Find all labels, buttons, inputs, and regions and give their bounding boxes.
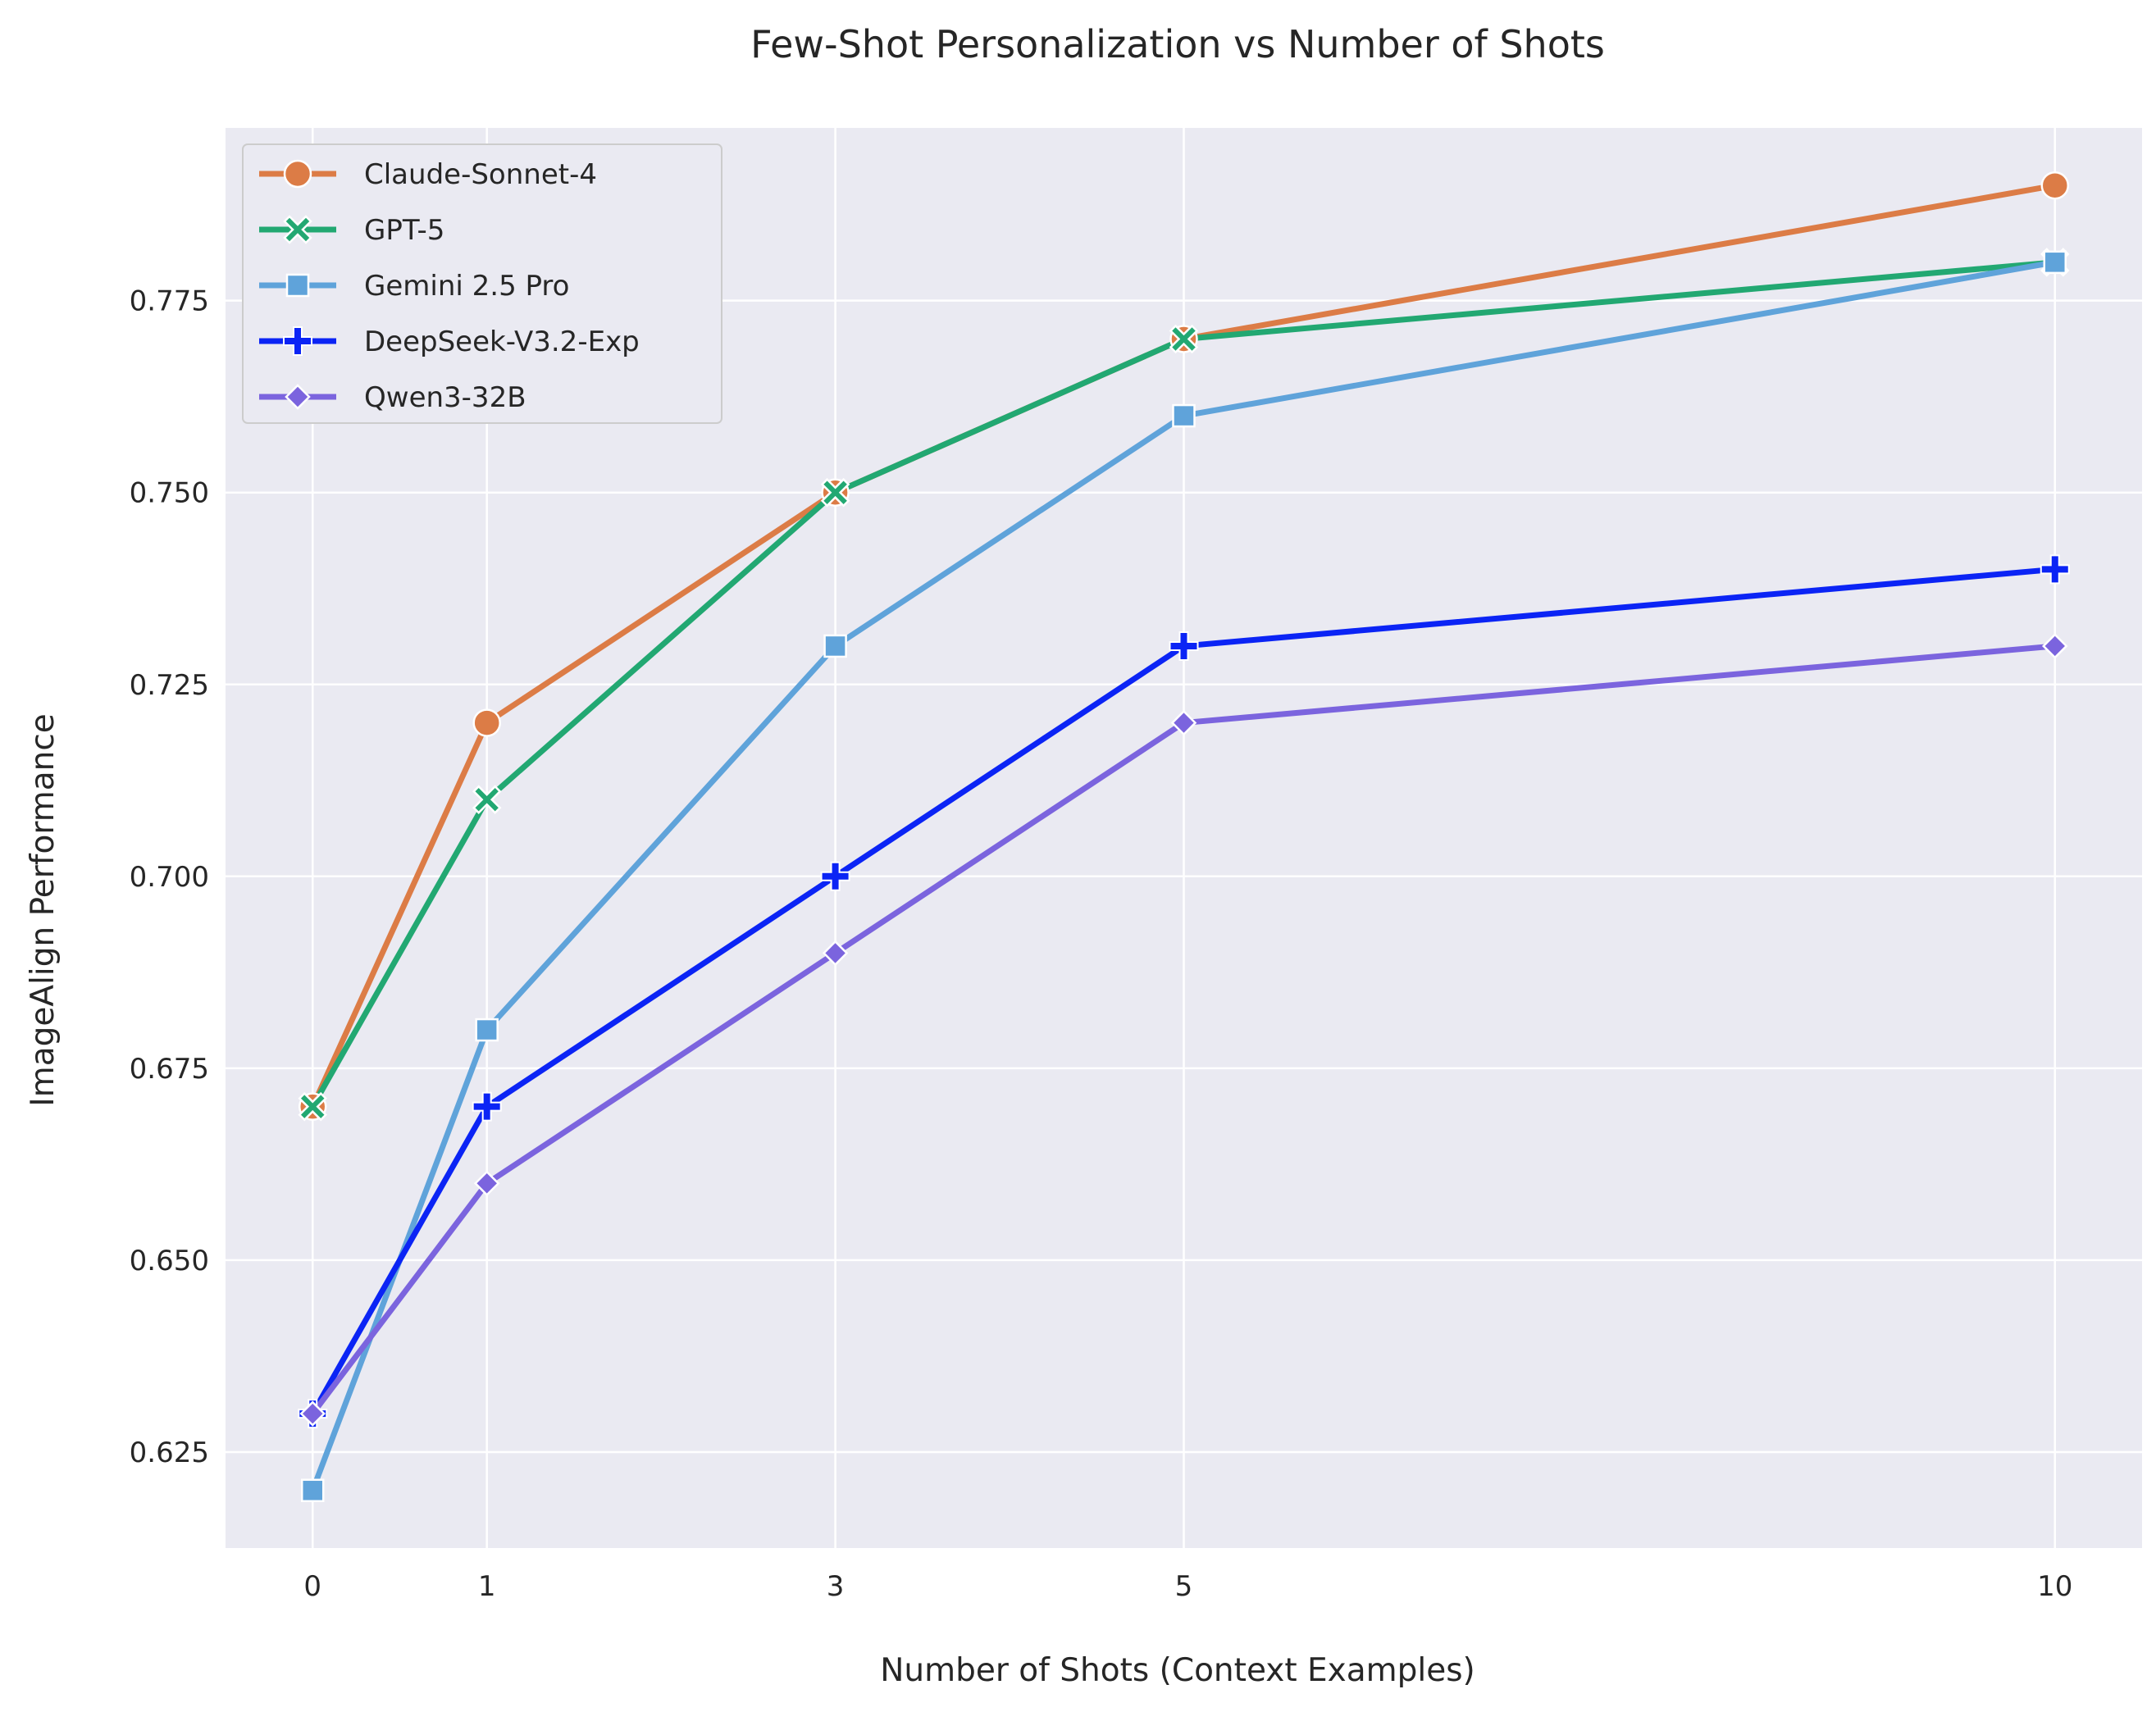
marker-diamond: [299, 1400, 326, 1427]
legend-item: Qwen3-32B: [259, 381, 526, 414]
legend: Claude-Sonnet-4 GPT-5 Gemini 2.5 Pro DeepSe…: [242, 143, 722, 424]
marker-circle: [283, 159, 312, 189]
marker-plus: [472, 1091, 502, 1122]
marker-plus: [2040, 554, 2070, 585]
legend-item: Claude-Sonnet-4: [259, 158, 597, 191]
legend-label: Qwen3-32B: [364, 381, 526, 414]
legend-label: Gemini 2.5 Pro: [364, 270, 569, 303]
marker-square: [285, 273, 310, 298]
marker-circle: [472, 708, 501, 737]
legend-item: DeepSeek-V3.2-Exp: [259, 326, 640, 358]
x-tick-label: 1: [478, 1570, 496, 1603]
marker-square: [475, 1018, 499, 1042]
legend-label: GPT-5: [364, 214, 444, 247]
marker-circle: [2040, 171, 2070, 200]
series-marker-group: [299, 633, 2068, 1427]
chart-title: Few-Shot Personalization vs Number of Sh…: [750, 22, 1605, 66]
y-tick-label: 0.650: [130, 1245, 209, 1277]
marker-x: [1169, 324, 1199, 354]
x-tick-label: 10: [2037, 1570, 2072, 1603]
marker-diamond: [285, 384, 311, 410]
series-markers: [298, 171, 2070, 1503]
marker-diamond: [473, 1170, 500, 1197]
legend-label: DeepSeek-V3.2-Exp: [364, 326, 640, 358]
marker-x: [298, 1091, 327, 1122]
marker-square: [2043, 250, 2067, 275]
marker-x: [283, 215, 312, 244]
y-tick-label: 0.750: [130, 477, 209, 510]
marker-diamond: [2042, 633, 2068, 659]
marker-plus: [283, 326, 312, 356]
marker-x: [472, 785, 502, 814]
y-tick-labels: 0.625 0.650 0.675 0.700 0.725 0.750 0.775: [130, 285, 209, 1469]
legend-box: [242, 143, 722, 424]
marker-square: [1172, 403, 1196, 428]
x-tick-label: 0: [303, 1570, 321, 1603]
legend-item: Gemini 2.5 Pro: [259, 270, 569, 303]
marker-square: [300, 1478, 325, 1503]
y-axis-title: ImageAlign Performance: [25, 713, 62, 1107]
legend-item: GPT-5: [259, 214, 444, 247]
marker-diamond: [1170, 709, 1197, 736]
marker-plus: [1169, 631, 1199, 661]
marker-plus: [820, 861, 850, 891]
y-tick-label: 0.700: [130, 861, 209, 894]
x-tick-label: 5: [1175, 1570, 1193, 1603]
y-tick-label: 0.675: [130, 1053, 209, 1086]
y-tick-label: 0.775: [130, 285, 209, 318]
y-tick-label: 0.725: [130, 669, 209, 702]
x-axis-title: Number of Shots (Context Examples): [880, 1652, 1475, 1689]
marker-square: [823, 634, 847, 658]
x-tick-labels: 0 1 3 5 10: [303, 1570, 2072, 1603]
x-tick-label: 3: [827, 1570, 845, 1603]
marker-diamond: [822, 940, 849, 967]
marker-x: [820, 477, 850, 508]
y-tick-label: 0.625: [130, 1437, 209, 1469]
series-marker-group: [300, 250, 2067, 1503]
legend-label: Claude-Sonnet-4: [364, 158, 597, 191]
